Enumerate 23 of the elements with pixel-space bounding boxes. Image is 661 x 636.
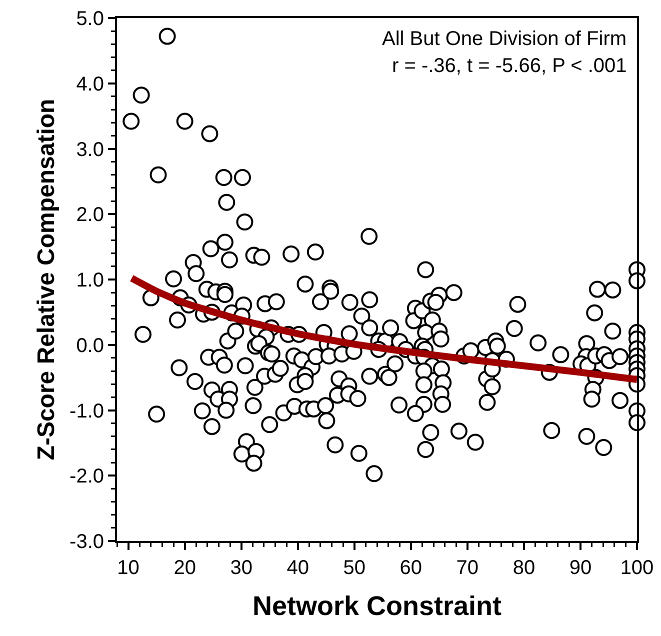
annotation: All But One Division of Firm bbox=[382, 28, 627, 50]
x-tick-label: 40 bbox=[286, 557, 309, 579]
y-axis-title: Z-Score Relative Compensation bbox=[33, 98, 60, 460]
y-tick-label: 4.0 bbox=[76, 73, 104, 96]
annotation: r = -.36, t = -5.66, P < .001 bbox=[392, 55, 627, 77]
x-tick-label: 30 bbox=[230, 557, 252, 579]
x-tick-label: 90 bbox=[569, 557, 592, 579]
x-tick-label: 60 bbox=[400, 557, 422, 579]
y-tick-label: 0.0 bbox=[76, 334, 104, 357]
y-tick-label: 3.0 bbox=[76, 138, 104, 161]
y-tick-label: 5.0 bbox=[76, 8, 104, 30]
y-tick-label: -3.0 bbox=[70, 531, 104, 553]
y-tick-label: -2.0 bbox=[70, 466, 104, 488]
y-tick-label: -1.0 bbox=[70, 400, 104, 422]
x-tick-label: 10 bbox=[117, 557, 140, 579]
x-tick-label: 80 bbox=[512, 557, 536, 579]
x-tick-label: 100 bbox=[620, 557, 654, 579]
y-tick-label: 2.0 bbox=[76, 204, 104, 226]
x-tick-label: 70 bbox=[456, 557, 479, 579]
x-tick-label: 50 bbox=[343, 557, 366, 579]
y-tick-label: 1.0 bbox=[76, 270, 104, 292]
x-tick-label: 20 bbox=[174, 557, 196, 579]
x-axis-title: Network Constraint bbox=[252, 590, 502, 621]
